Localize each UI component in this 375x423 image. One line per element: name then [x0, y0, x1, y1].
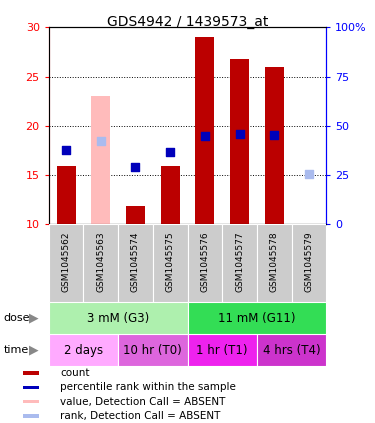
Text: GDS4942 / 1439573_at: GDS4942 / 1439573_at — [107, 15, 268, 29]
Text: 4 hrs (T4): 4 hrs (T4) — [263, 343, 320, 357]
Point — [167, 149, 173, 156]
Bar — [160, 166, 180, 224]
Point — [63, 147, 69, 154]
Bar — [230, 59, 249, 224]
Bar — [57, 166, 76, 224]
Point — [202, 132, 208, 139]
Bar — [126, 206, 145, 224]
Text: ▶: ▶ — [29, 343, 39, 357]
Bar — [257, 334, 326, 366]
Bar — [153, 224, 188, 302]
Bar — [22, 400, 39, 404]
Text: rank, Detection Call = ABSENT: rank, Detection Call = ABSENT — [60, 411, 220, 421]
Text: ▶: ▶ — [29, 312, 39, 325]
Point — [132, 164, 138, 170]
Point — [237, 130, 243, 137]
Bar — [118, 334, 188, 366]
Text: percentile rank within the sample: percentile rank within the sample — [60, 382, 236, 392]
Bar — [22, 371, 39, 375]
Text: GSM1045578: GSM1045578 — [270, 231, 279, 292]
Text: GSM1045576: GSM1045576 — [200, 231, 209, 292]
Text: 1 hr (T1): 1 hr (T1) — [196, 343, 248, 357]
Bar — [49, 302, 188, 334]
Bar — [188, 224, 222, 302]
Text: 3 mM (G3): 3 mM (G3) — [87, 312, 149, 325]
Point — [271, 131, 277, 138]
Text: GSM1045574: GSM1045574 — [131, 231, 140, 292]
Text: time: time — [4, 345, 29, 355]
Text: 11 mM (G11): 11 mM (G11) — [218, 312, 296, 325]
Text: GSM1045575: GSM1045575 — [166, 231, 175, 292]
Point — [98, 137, 104, 144]
Bar — [22, 414, 39, 418]
Bar — [49, 334, 118, 366]
Text: count: count — [60, 368, 90, 378]
Text: value, Detection Call = ABSENT: value, Detection Call = ABSENT — [60, 397, 225, 407]
Text: GSM1045562: GSM1045562 — [62, 231, 70, 292]
Bar — [22, 385, 39, 389]
Text: GSM1045577: GSM1045577 — [235, 231, 244, 292]
Text: 10 hr (T0): 10 hr (T0) — [123, 343, 182, 357]
Bar — [118, 224, 153, 302]
Text: GSM1045579: GSM1045579 — [304, 231, 313, 292]
Bar — [265, 67, 284, 224]
Bar — [292, 224, 326, 302]
Point — [306, 170, 312, 177]
Bar — [188, 302, 326, 334]
Bar — [83, 224, 118, 302]
Bar — [257, 224, 292, 302]
Bar — [49, 224, 83, 302]
Text: GSM1045563: GSM1045563 — [96, 231, 105, 292]
Bar — [195, 37, 214, 224]
Bar — [91, 96, 110, 224]
Bar — [222, 224, 257, 302]
Bar — [188, 334, 257, 366]
Text: dose: dose — [4, 313, 30, 323]
Text: 2 days: 2 days — [64, 343, 103, 357]
